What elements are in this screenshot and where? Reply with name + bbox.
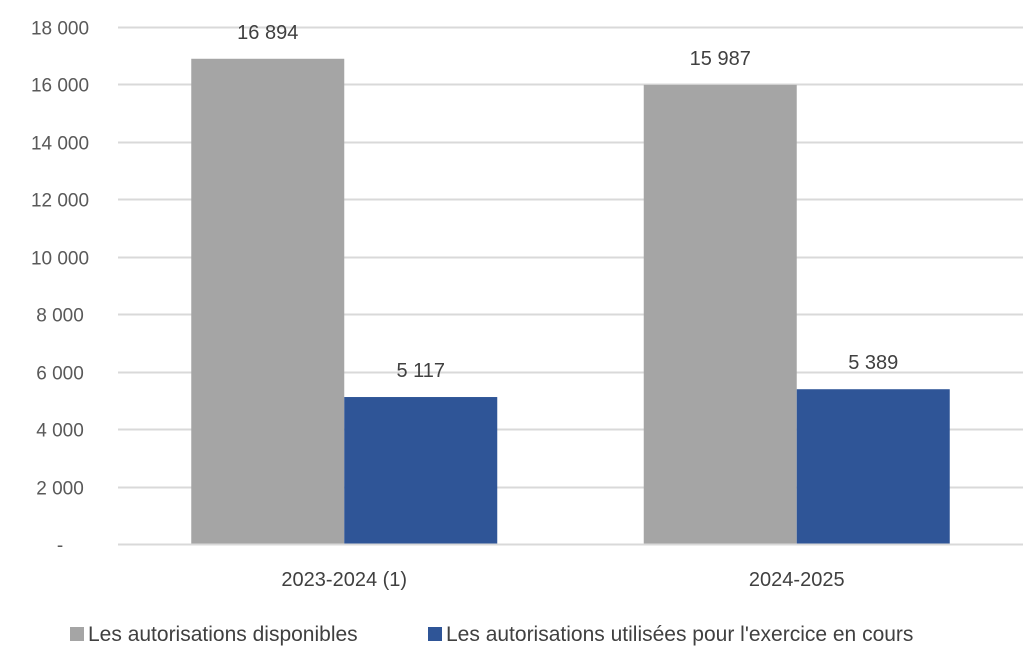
y-tick-label: 12 000 <box>31 191 89 212</box>
legend: Les autorisations disponibles Les autoris… <box>70 623 913 646</box>
x-category-label: 2023-2024 (1) <box>281 569 407 591</box>
bar-utilisees <box>796 389 950 544</box>
y-axis-ticks: - 2 000 4 000 6 000 8 000 10 000 12 000 14 000 1… <box>31 19 89 557</box>
data-label: 5 389 <box>848 352 898 374</box>
y-tick-label: 10 000 <box>31 249 89 270</box>
x-category-label: 2024-2025 <box>749 569 845 591</box>
y-tick-label: 16 000 <box>31 76 89 97</box>
legend-swatch <box>428 627 442 641</box>
y-tick-label: 6 000 <box>36 364 84 385</box>
y-tick-label: 14 000 <box>31 134 89 155</box>
legend-label: Les autorisations utilisées pour l'exerc… <box>446 623 913 646</box>
y-tick-label: 8 000 <box>36 306 84 327</box>
x-axis-categories: 2023-2024 (1) 2024-2025 <box>281 569 844 591</box>
bar-disponibles <box>191 58 345 544</box>
data-labels: 16 894 5 117 15 987 5 389 <box>237 22 898 382</box>
bars <box>191 58 950 544</box>
legend-label: Les autorisations disponibles <box>88 623 358 646</box>
data-label: 16 894 <box>237 22 298 44</box>
legend-swatch <box>70 627 84 641</box>
y-tick-label: 2 000 <box>36 479 84 500</box>
y-tick-label: 4 000 <box>36 421 84 442</box>
y-tick-label: - <box>57 536 63 557</box>
data-label: 5 117 <box>396 360 445 382</box>
y-tick-label: 18 000 <box>31 19 89 40</box>
data-label: 15 987 <box>690 48 751 70</box>
bar-utilisees <box>344 397 498 544</box>
bar-disponibles <box>643 84 797 544</box>
